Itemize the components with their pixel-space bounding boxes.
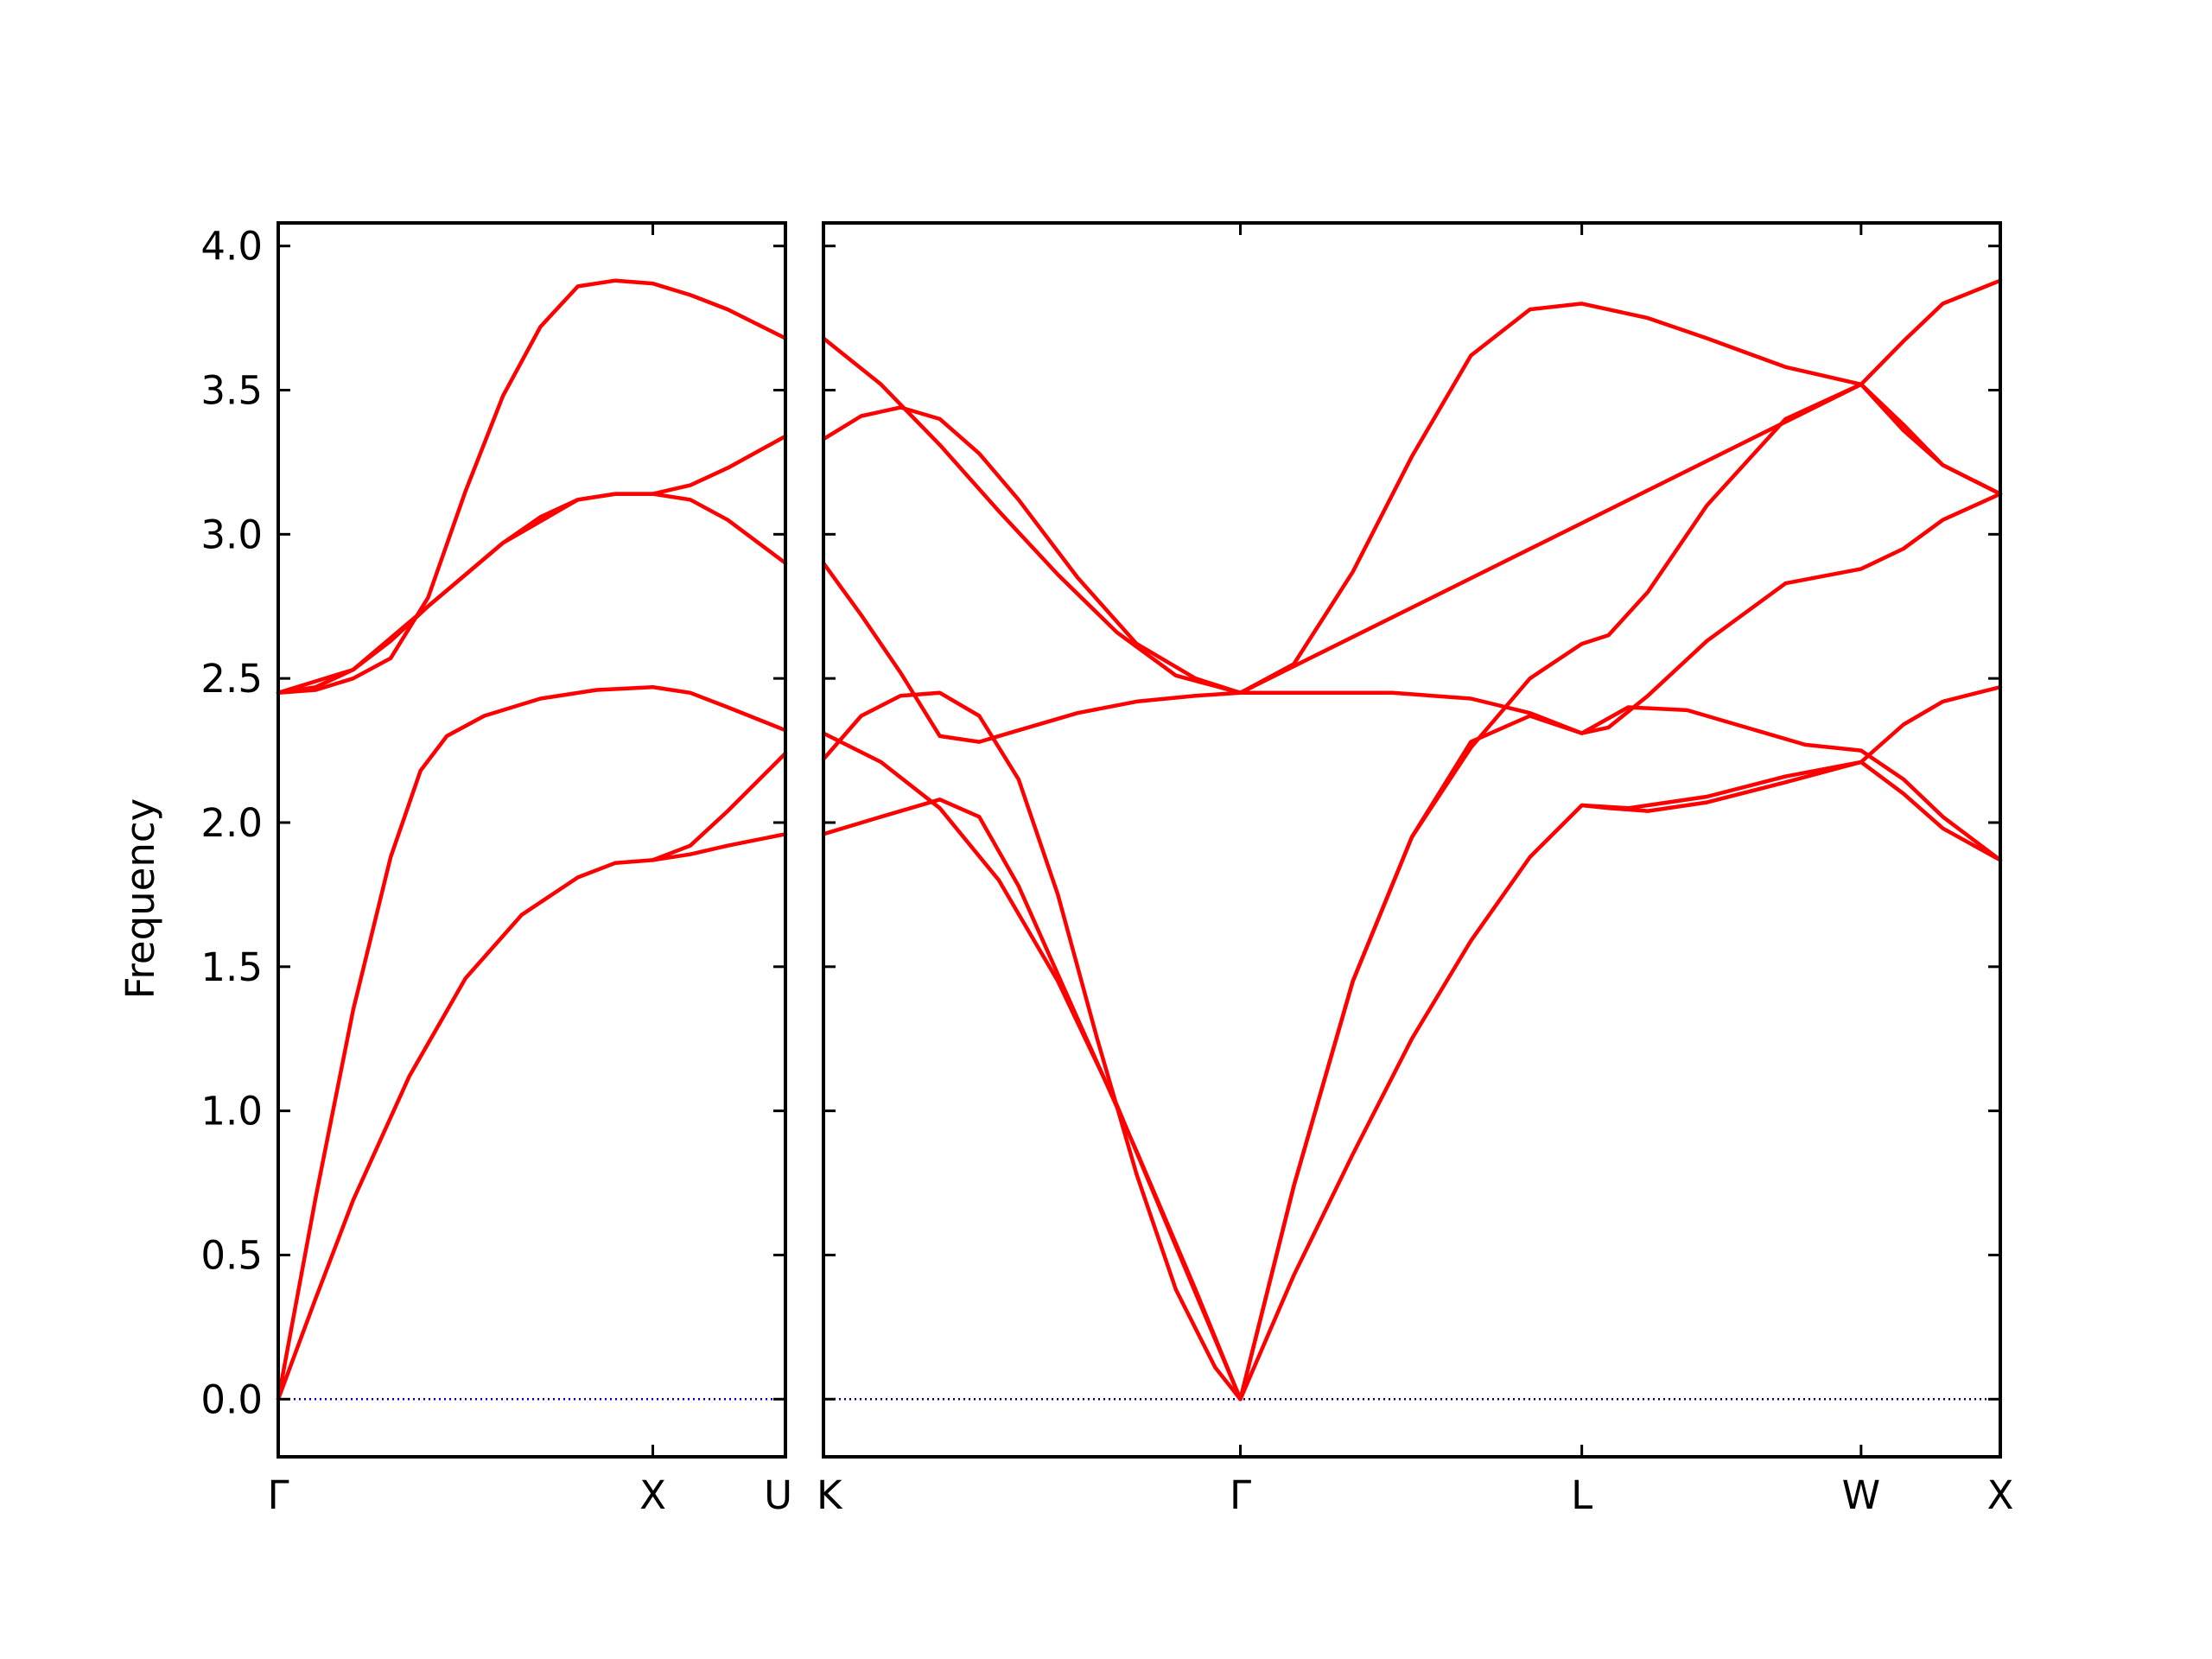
phonon-band-1 bbox=[821, 731, 2003, 1402]
y-tick-label: 3.5 bbox=[200, 368, 263, 414]
axes-frame bbox=[276, 221, 787, 1459]
x-tick-label: W bbox=[1842, 1472, 1881, 1518]
x-tick-label: L bbox=[1571, 1472, 1592, 1518]
y-tick-label: 1.0 bbox=[200, 1089, 263, 1135]
y-axis-label: Frequency bbox=[118, 798, 163, 999]
x-tick-label: K bbox=[817, 1472, 843, 1518]
phonon-band-5 bbox=[276, 434, 788, 696]
phonon-band-4 bbox=[276, 278, 788, 696]
y-tick-label: 1.5 bbox=[200, 944, 263, 990]
phonon-band-2 bbox=[276, 684, 788, 1402]
y-tick-label: 2.5 bbox=[200, 656, 263, 702]
y-tick-label: 0.0 bbox=[200, 1376, 263, 1422]
x-tick-label: Γ bbox=[267, 1472, 289, 1518]
phonon-band-6 bbox=[651, 751, 788, 862]
phonon-band-3 bbox=[821, 492, 2003, 1402]
phonon-band-2 bbox=[821, 382, 2003, 1402]
x-tick-label: X bbox=[639, 1472, 666, 1518]
y-tick-label: 4.0 bbox=[200, 224, 263, 270]
axes-frame bbox=[822, 221, 2002, 1459]
phonon-band-1 bbox=[276, 832, 788, 1402]
y-tick-label: 3.0 bbox=[200, 512, 263, 557]
phonon-band-7 bbox=[1580, 684, 2003, 810]
x-tick-label: Γ bbox=[1230, 1472, 1251, 1518]
y-tick-label: 2.0 bbox=[200, 800, 263, 846]
left-panel: 0.0 0.5 1.0 1.5 2.0 2.5 3.0 3.5 4.0 Γ X U bbox=[200, 221, 792, 1518]
y-tick-label: 0.5 bbox=[200, 1232, 263, 1278]
x-tick-label: X bbox=[1987, 1472, 2014, 1518]
phonon-band-6 bbox=[821, 336, 2003, 696]
phonon-band-5 bbox=[821, 278, 2003, 696]
x-tick-label: U bbox=[764, 1472, 792, 1518]
phonon-band-3 bbox=[276, 492, 788, 696]
phonon-band-4 bbox=[821, 561, 2003, 862]
